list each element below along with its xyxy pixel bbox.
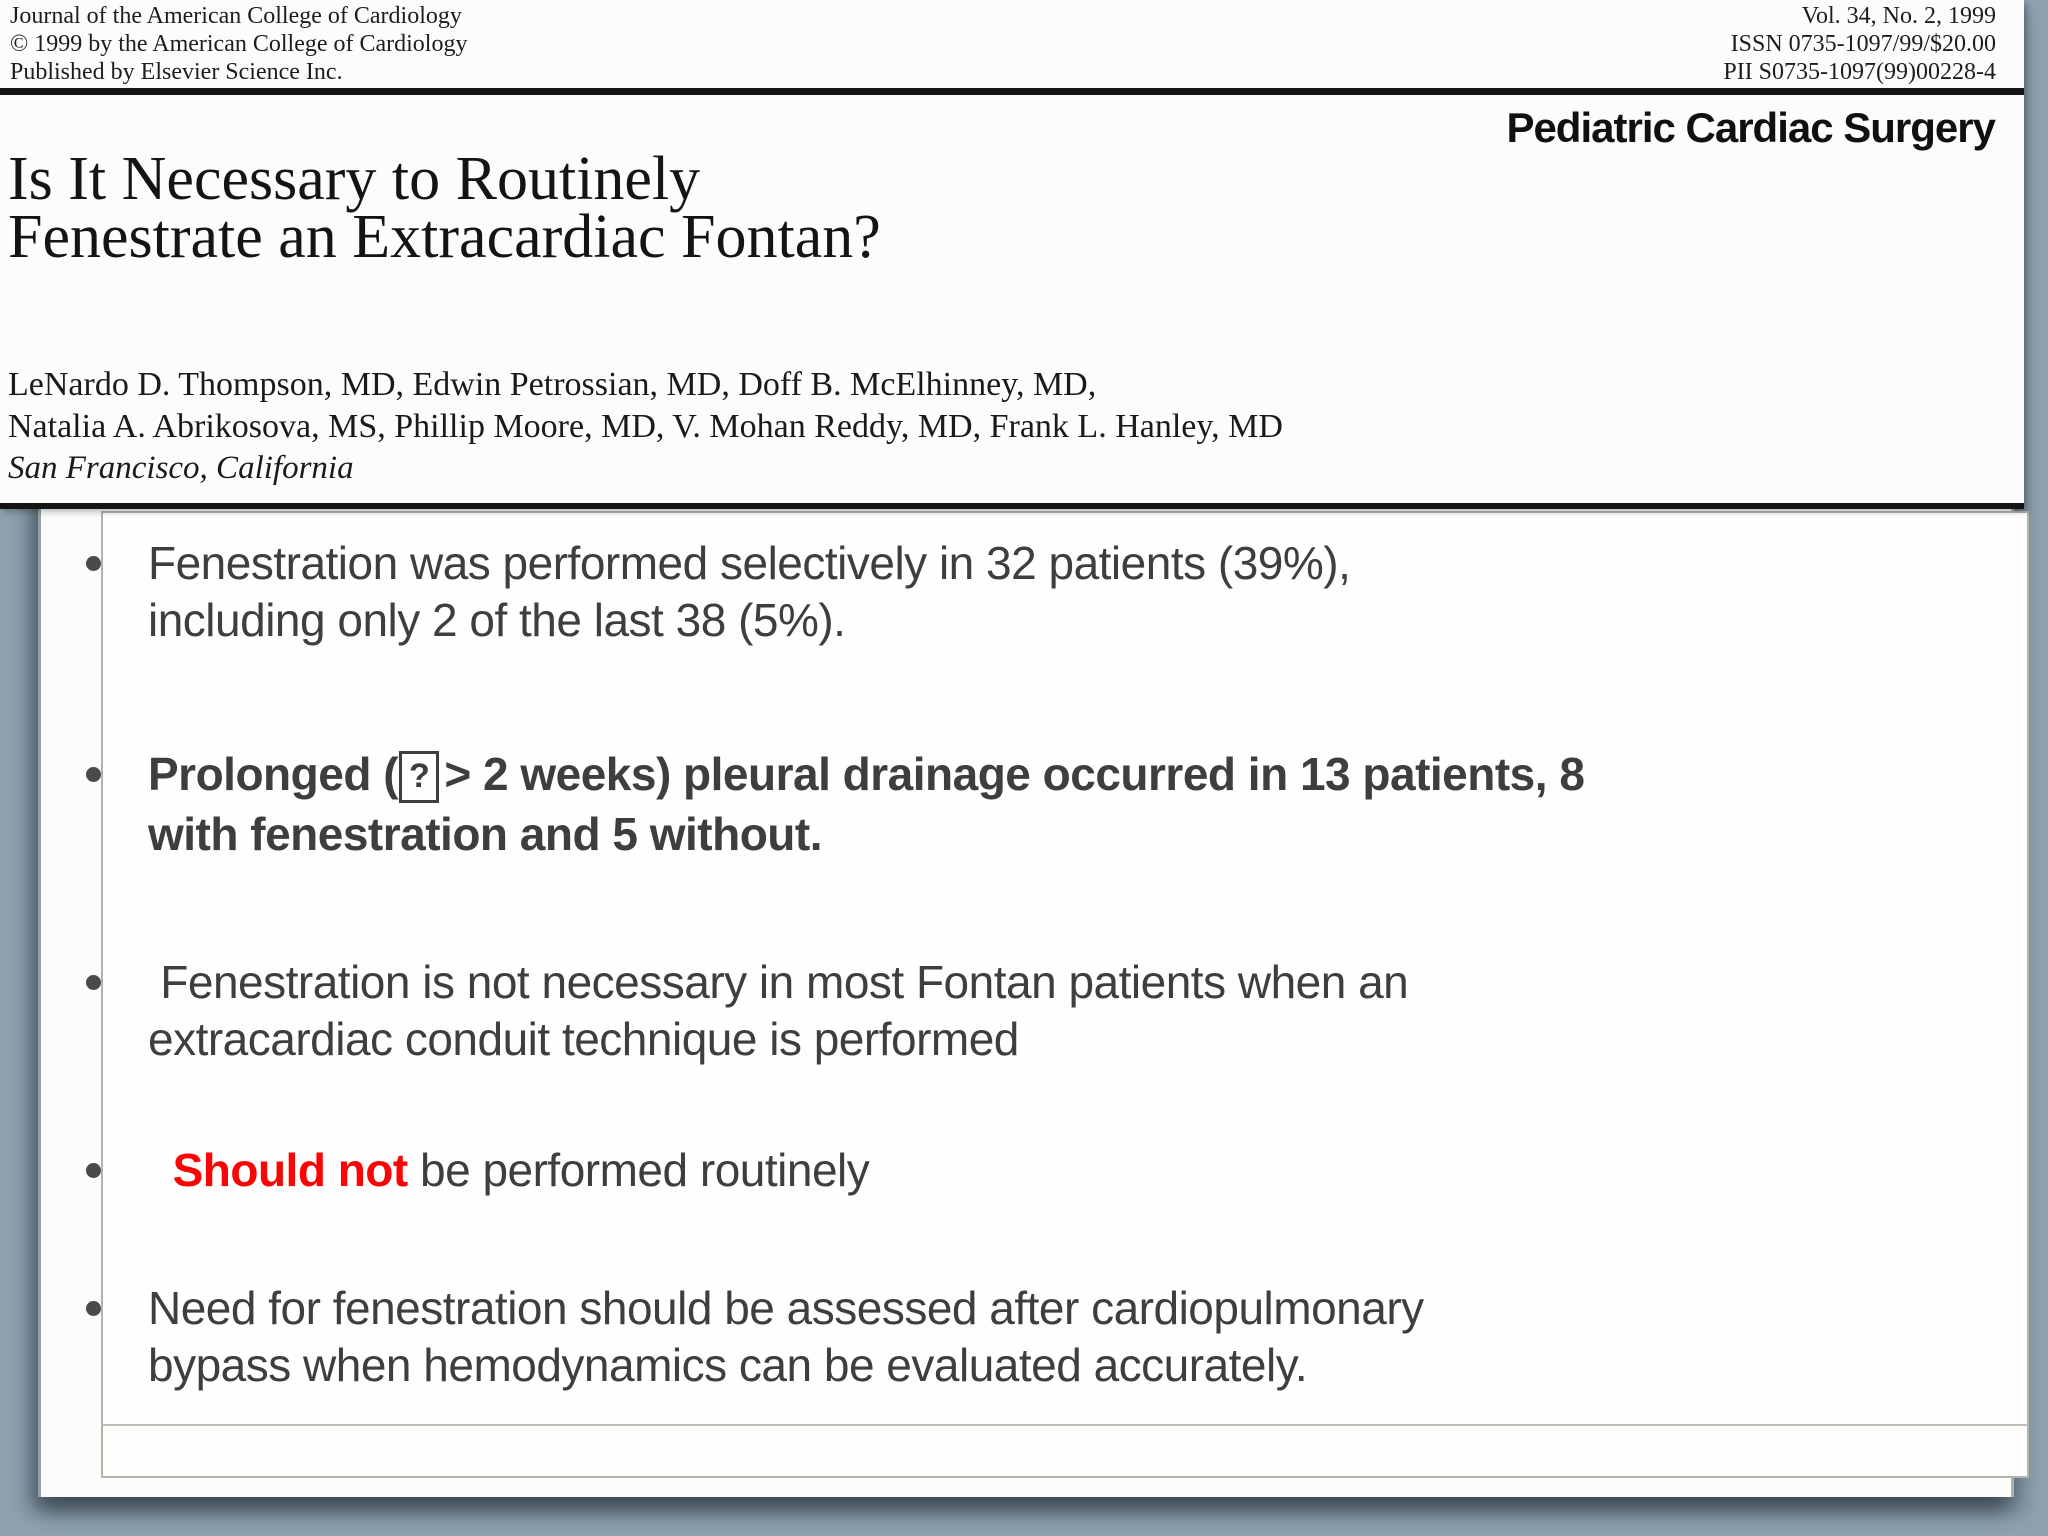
bullet-dot-icon bbox=[86, 1301, 101, 1316]
missing-character-box-icon: ? bbox=[399, 751, 440, 803]
journal-publisher-block: Journal of the American College of Cardi… bbox=[10, 2, 467, 86]
journal-issue-block: Vol. 34, No. 2, 1999 ISSN 0735-1097/99/$… bbox=[1723, 2, 1996, 86]
journal-divider-rule bbox=[0, 88, 2024, 95]
bullet-text-segment: Fenestration is not necessary in most Fo… bbox=[148, 956, 1409, 1065]
bullet-text-segment: Fenestration was performed selectively i… bbox=[148, 537, 1351, 646]
bullet-item: Need for fenestration should be assessed… bbox=[86, 1280, 2028, 1394]
bullet-text-segment bbox=[148, 1144, 173, 1196]
bullet-text-segment: be performed routinely bbox=[407, 1144, 870, 1196]
paper-title-line1: Is It Necessary to Routinely bbox=[8, 145, 701, 213]
paper-title: Is It Necessary to Routinely Fenestrate … bbox=[8, 145, 881, 271]
paper-authors-line2: Natalia A. Abrikosova, MS, Phillip Moore… bbox=[8, 408, 1283, 445]
journal-name: Journal of the American College of Cardi… bbox=[10, 3, 462, 29]
bullet-item: Fenestration is not necessary in most Fo… bbox=[86, 954, 2028, 1068]
bullet-item: Fenestration was performed selectively i… bbox=[86, 535, 2028, 649]
slide-footer-strip bbox=[103, 1424, 2027, 1476]
summary-text-box: Fenestration was performed selectively i… bbox=[86, 511, 2029, 1478]
bullet-dot-icon bbox=[86, 556, 101, 571]
journal-header-clipping: Journal of the American College of Cardi… bbox=[0, 0, 2024, 509]
bullet-dot-icon bbox=[86, 1163, 101, 1178]
bullet-text-segment: Need for fenestration should be assessed… bbox=[148, 1282, 1424, 1391]
paper-title-line2: Fenestrate an Extracardiac Fontan? bbox=[8, 203, 881, 271]
journal-section-label: Pediatric Cardiac Surgery bbox=[1506, 104, 1996, 151]
paper-authors: LeNardo D. Thompson, MD, Edwin Petrossia… bbox=[8, 364, 1283, 448]
bullet-item: Prolonged (? > 2 weeks) pleural drainage … bbox=[86, 746, 2028, 863]
bullet-text-segment: Prolonged ( bbox=[148, 748, 399, 800]
journal-issn: ISSN 0735-1097/99/$20.00 bbox=[1730, 31, 1996, 57]
paper-authors-line1: LeNardo D. Thompson, MD, Edwin Petrossia… bbox=[8, 366, 1097, 403]
bullet-text-segment: > 2 weeks) pleural drainage occurred in … bbox=[148, 748, 1585, 860]
bullet-dot-icon bbox=[86, 767, 101, 782]
paper-location: San Francisco, California bbox=[8, 450, 354, 486]
bullet-item: Should not be performed routinely bbox=[86, 1142, 2028, 1199]
bullet-text-segment: Should not bbox=[172, 1144, 409, 1196]
journal-publisher: Published by Elsevier Science Inc. bbox=[10, 59, 343, 85]
journal-volume: Vol. 34, No. 2, 1999 bbox=[1801, 3, 1996, 29]
journal-pii: PII S0735-1097(99)00228-4 bbox=[1723, 59, 1996, 85]
bullet-dot-icon bbox=[86, 975, 101, 990]
journal-copyright: © 1999 by the American College of Cardio… bbox=[10, 31, 468, 57]
